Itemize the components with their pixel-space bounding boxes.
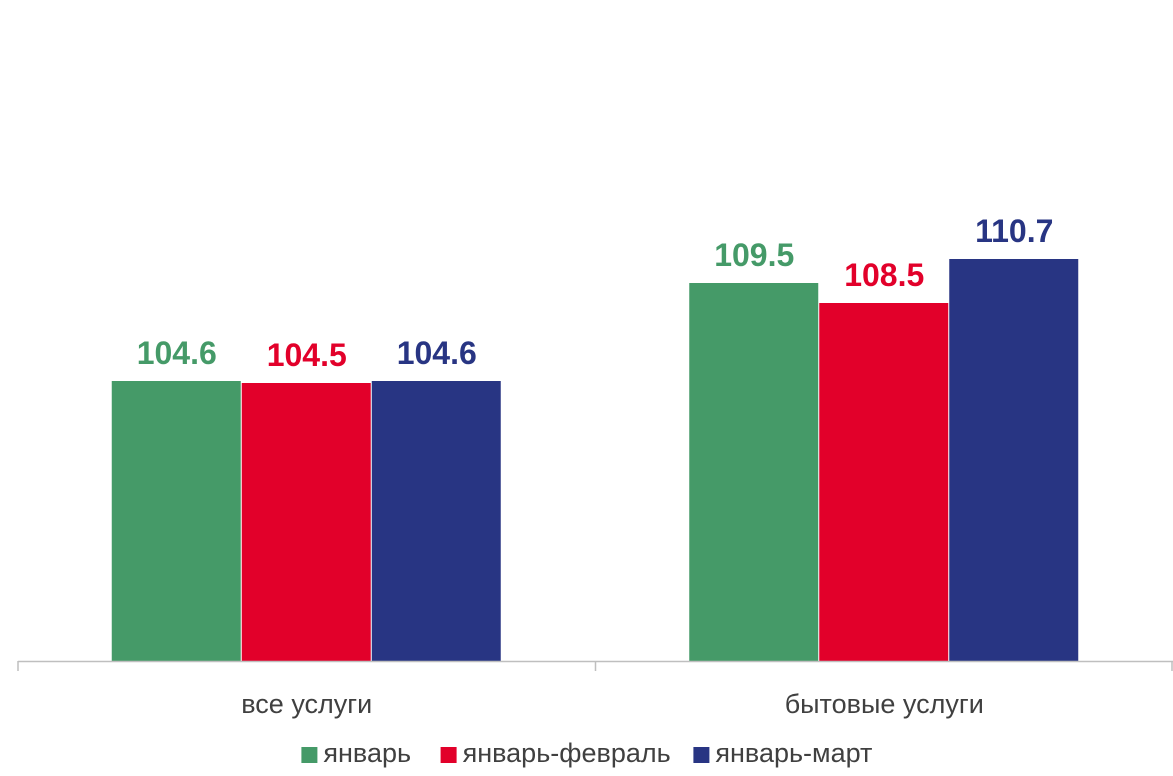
value-label-январь-февраль-все-услуги: 104.5 [267, 337, 347, 373]
category-label-бытовые-услуги: бытовые услуги [785, 689, 984, 719]
value-label-январь-бытовые-услуги: 109.5 [714, 237, 794, 273]
bar-январь-бытовые-услуги [689, 283, 819, 661]
category-label-все-услуги: все услуги [241, 689, 372, 719]
value-label-январь-март-все-услуги: 104.6 [397, 335, 477, 371]
legend-swatch-январь [301, 747, 318, 763]
legend-label-январь-март: январь-март [715, 738, 872, 768]
bar-январь-февраль-все-услуги [241, 383, 371, 661]
bar-январь-март-все-услуги [371, 381, 501, 661]
value-label-январь-февраль-бытовые-услуги: 108.5 [844, 257, 924, 293]
legend-swatch-январь-февраль [440, 747, 457, 763]
legend-label-январь: январь [323, 738, 411, 768]
bars-layer [111, 259, 1079, 661]
legend-item-январь: январь [301, 738, 411, 768]
value-labels-layer: 104.6 104.5 104.6 109.5 108.5 110.7 [137, 213, 1054, 373]
bar-январь-все-услуги [111, 381, 241, 661]
x-axis [17, 660, 1173, 671]
bar-январь-февраль-бытовые-услуги [819, 303, 949, 661]
value-label-январь-все-услуги: 104.6 [137, 335, 217, 371]
legend-label-январь-февраль: январь-февраль [463, 738, 671, 768]
legend: январь январь-февраль январь-март [301, 738, 872, 768]
legend-swatch-январь-март [693, 747, 710, 763]
category-labels: все услуги бытовые услуги [241, 689, 984, 719]
legend-item-январь-февраль: январь-февраль [440, 738, 671, 768]
legend-item-январь-март: январь-март [693, 738, 872, 768]
value-label-январь-март-бытовые-услуги: 110.7 [975, 213, 1053, 249]
bar-январь-март-бытовые-услуги [949, 259, 1079, 661]
